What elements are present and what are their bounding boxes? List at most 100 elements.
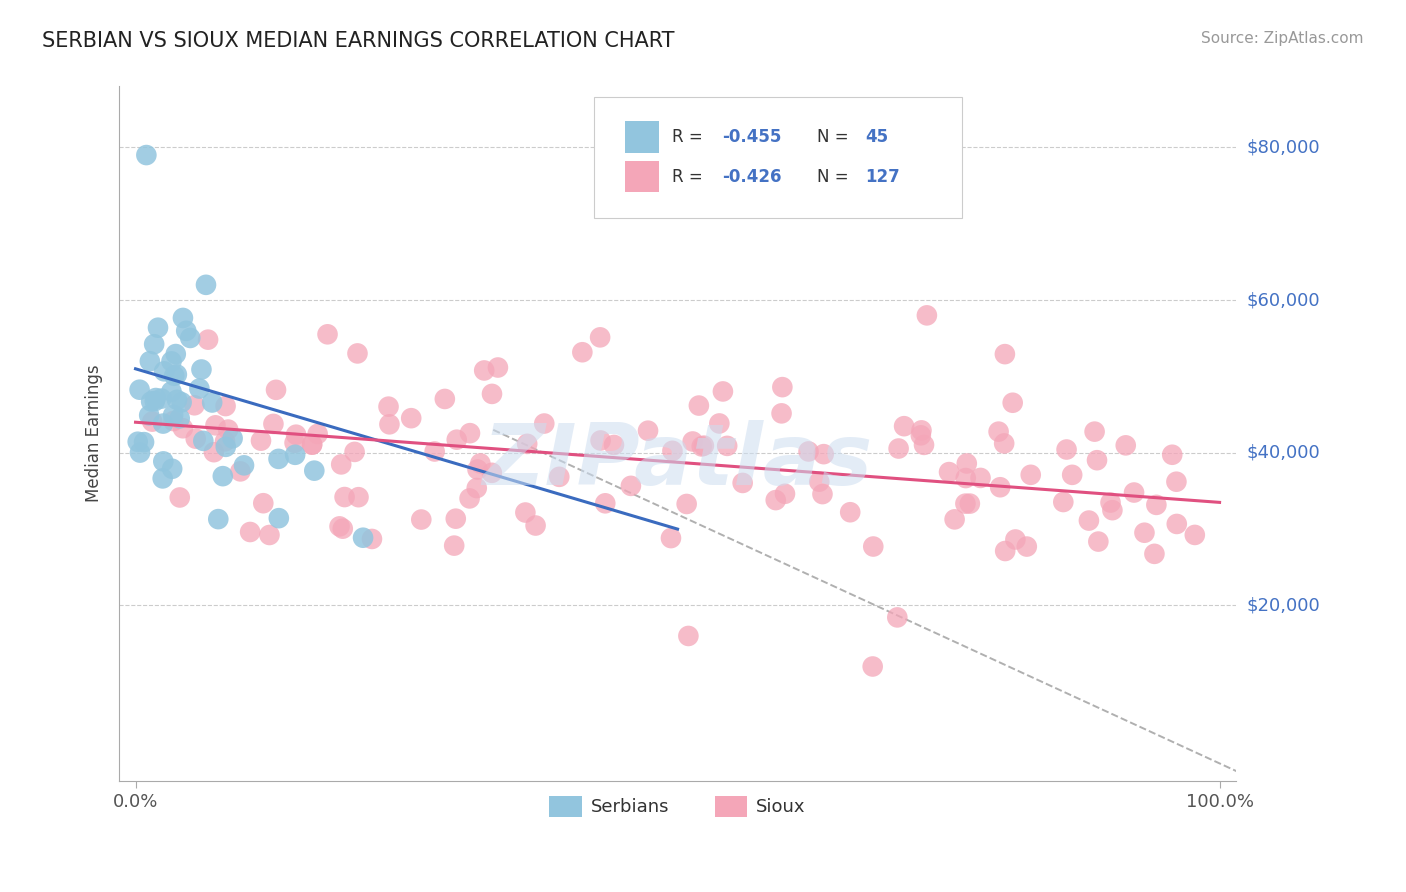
Point — [252, 496, 274, 510]
Point — [399, 411, 422, 425]
Legend: Serbians, Sioux: Serbians, Sioux — [543, 789, 813, 824]
Point — [433, 392, 456, 406]
Y-axis label: Median Earnings: Median Earnings — [86, 365, 103, 502]
Point — [690, 439, 713, 453]
Point — [152, 454, 174, 468]
Text: Source: ZipAtlas.com: Source: ZipAtlas.com — [1201, 31, 1364, 46]
Point — [267, 451, 290, 466]
Point — [709, 417, 731, 431]
Point — [352, 531, 374, 545]
Point — [811, 487, 834, 501]
Point — [467, 462, 489, 476]
Text: N =: N = — [817, 128, 853, 146]
Point — [301, 437, 323, 451]
Point — [1085, 453, 1108, 467]
Point — [152, 417, 174, 431]
Point — [160, 354, 183, 368]
Point — [201, 395, 224, 409]
Point — [1133, 525, 1156, 540]
Point — [1123, 485, 1146, 500]
Point — [165, 347, 187, 361]
Point — [166, 368, 188, 382]
Point — [1101, 503, 1123, 517]
Point — [307, 426, 329, 441]
Point — [693, 439, 716, 453]
Point — [377, 400, 399, 414]
Text: SERBIAN VS SIOUX MEDIAN EARNINGS CORRELATION CHART: SERBIAN VS SIOUX MEDIAN EARNINGS CORRELA… — [42, 31, 675, 51]
Point — [988, 480, 1011, 494]
Point — [678, 629, 700, 643]
Point — [239, 524, 262, 539]
Point — [162, 408, 184, 422]
Point — [770, 406, 793, 420]
Point — [1184, 528, 1206, 542]
Point — [217, 423, 239, 437]
Point — [146, 320, 169, 334]
Point — [170, 395, 193, 409]
Point — [190, 362, 212, 376]
Point — [887, 442, 910, 456]
Point — [912, 438, 935, 452]
Point — [284, 448, 307, 462]
Point — [886, 610, 908, 624]
Point — [214, 399, 236, 413]
Point — [956, 457, 979, 471]
Point — [174, 324, 197, 338]
Point — [1161, 448, 1184, 462]
Point — [333, 490, 356, 504]
Point — [458, 426, 481, 441]
Point — [938, 465, 960, 479]
Point — [813, 447, 835, 461]
Point — [139, 394, 162, 409]
Text: R =: R = — [672, 168, 709, 186]
Point — [202, 445, 225, 459]
Point — [262, 417, 284, 431]
Point — [132, 435, 155, 450]
Point — [994, 544, 1017, 558]
Point — [1084, 425, 1107, 439]
Point — [910, 423, 932, 437]
Point — [316, 327, 339, 342]
Point — [1144, 498, 1167, 512]
Point — [250, 434, 273, 448]
Point — [862, 540, 884, 554]
Point — [267, 511, 290, 525]
Point — [141, 415, 163, 429]
Point — [589, 434, 612, 448]
Text: 127: 127 — [865, 168, 900, 186]
Point — [993, 436, 1015, 450]
Point — [214, 434, 236, 449]
Point — [128, 383, 150, 397]
Point — [183, 398, 205, 412]
Point — [184, 432, 207, 446]
Point — [1015, 540, 1038, 554]
Point — [215, 440, 238, 454]
Text: R =: R = — [672, 128, 709, 146]
Point — [378, 417, 401, 432]
Point — [143, 394, 166, 409]
Point — [688, 399, 710, 413]
Point — [169, 411, 191, 425]
Text: -0.426: -0.426 — [723, 168, 782, 186]
Point — [347, 490, 370, 504]
Point — [229, 464, 252, 478]
Point — [1001, 396, 1024, 410]
Text: $60,000: $60,000 — [1247, 291, 1320, 310]
Point — [770, 380, 793, 394]
Point — [839, 505, 862, 519]
Point — [470, 457, 492, 471]
Point — [716, 439, 738, 453]
Point — [139, 354, 162, 368]
Point — [731, 475, 754, 490]
Text: 45: 45 — [865, 128, 889, 146]
Point — [943, 512, 966, 526]
Point — [138, 409, 160, 423]
FancyBboxPatch shape — [593, 96, 962, 219]
Point — [264, 383, 287, 397]
Point — [1004, 533, 1026, 547]
Point — [169, 491, 191, 505]
Point — [361, 532, 384, 546]
Point — [160, 462, 183, 476]
Point — [910, 428, 932, 442]
Point — [682, 434, 704, 449]
